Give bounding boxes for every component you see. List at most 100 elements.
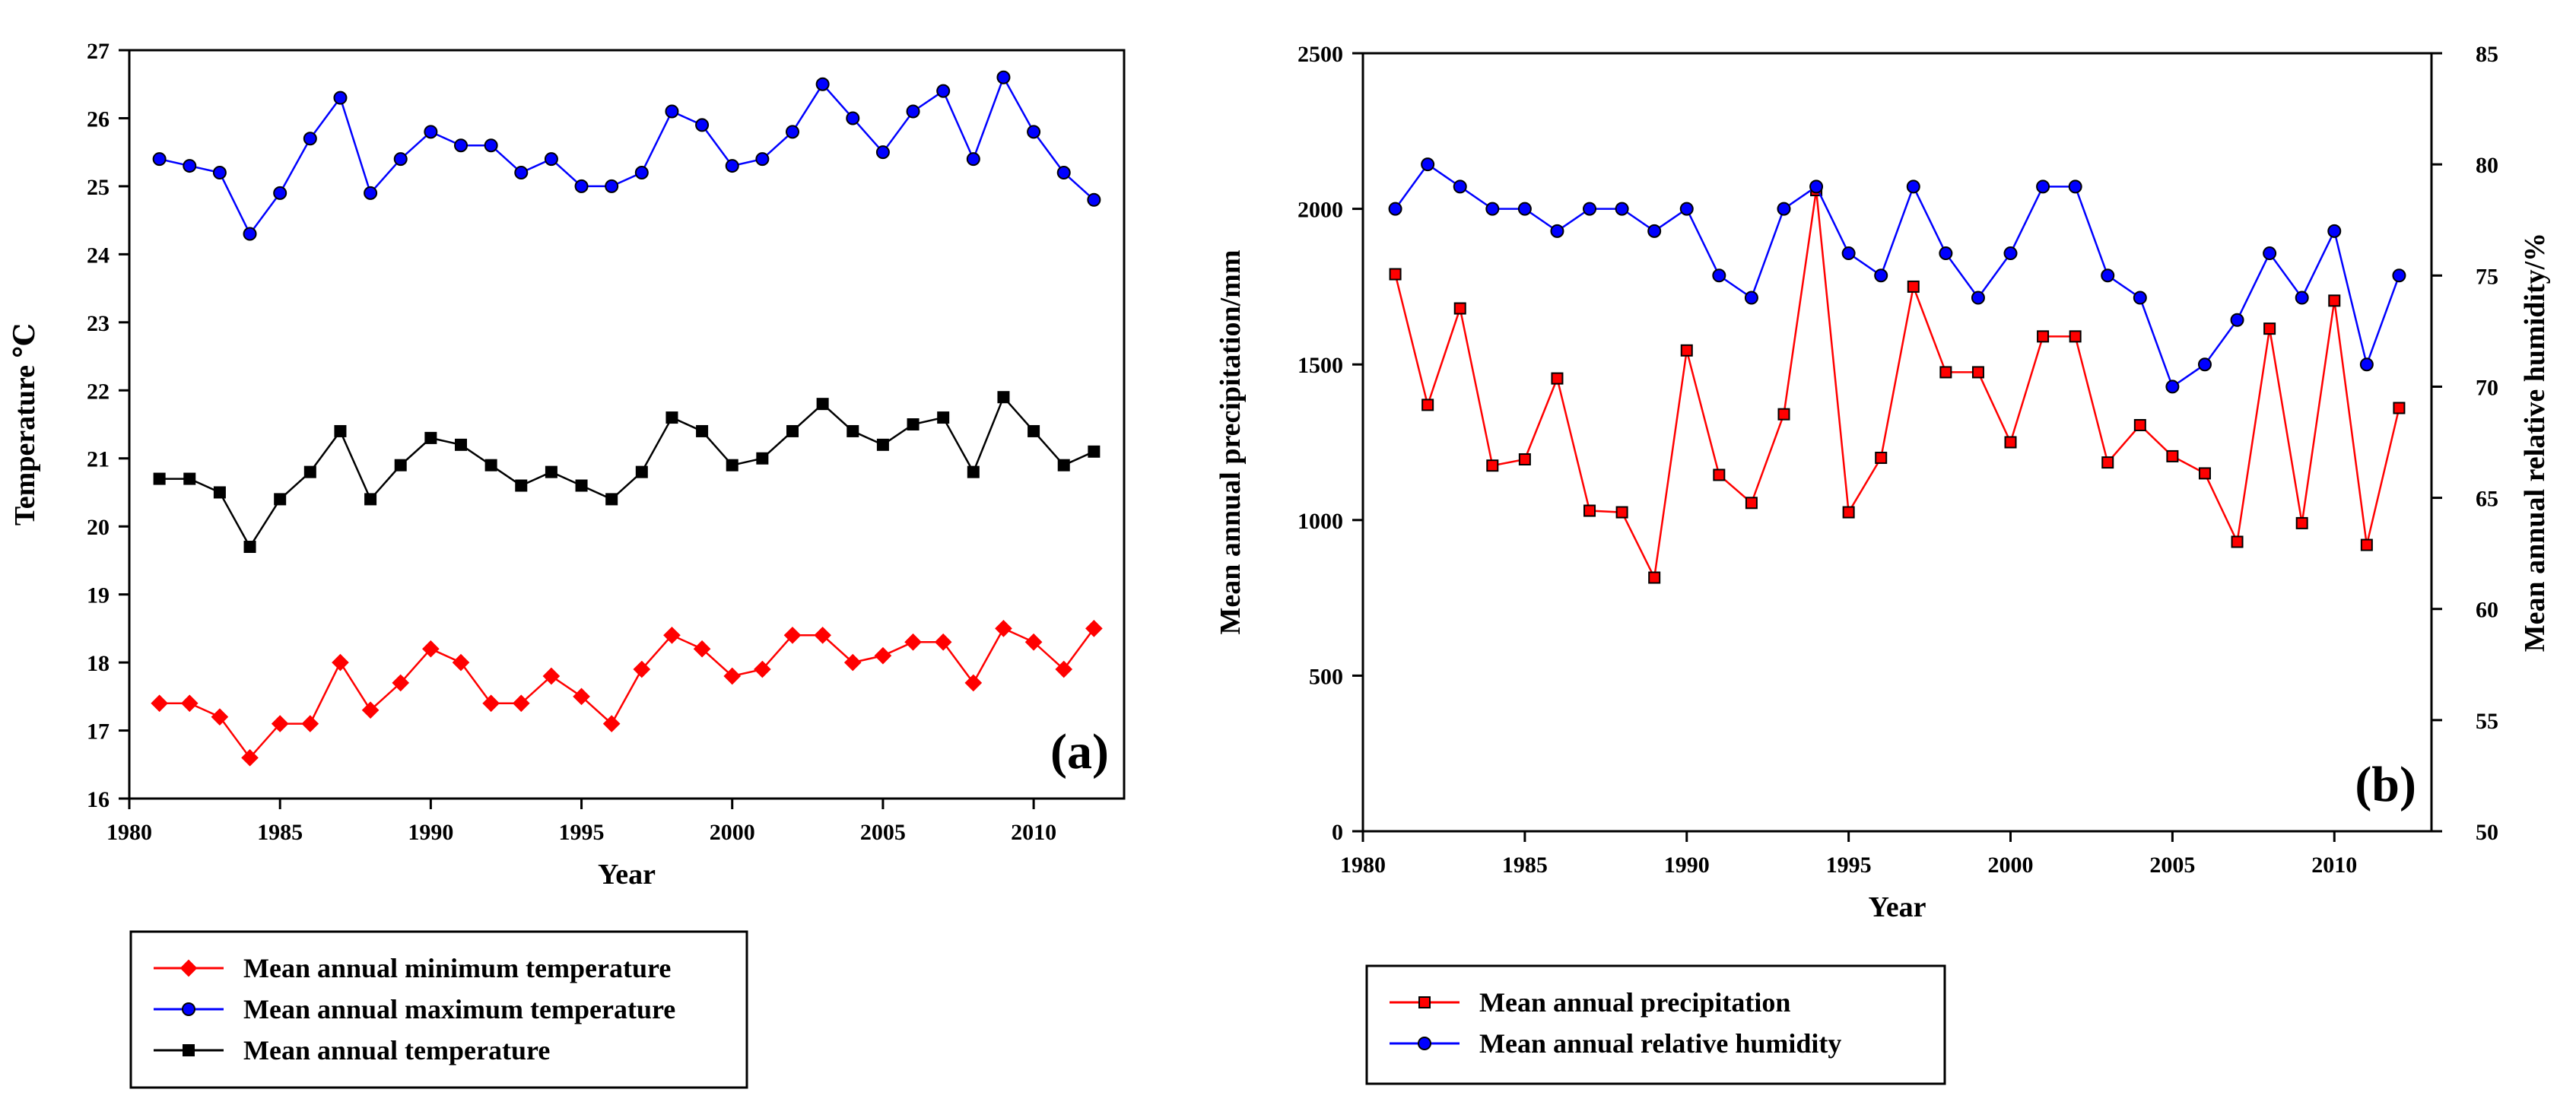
data-point-mean-annual-relative-humidity [1906,179,1920,194]
data-point-mean-annual-temperature [846,424,859,437]
data-point-mean-annual-precipitation [1842,506,1855,519]
data-point-mean-annual-relative-humidity [1550,224,1564,238]
data-point-mean-annual-maximum-temperature [725,159,739,173]
data-point-mean-annual-precipitation [1583,504,1596,517]
data-point-mean-annual-maximum-temperature [605,179,619,193]
data-point-mean-annual-minimum-temperature [1024,633,1043,651]
data-point-mean-annual-maximum-temperature [815,77,830,91]
data-point-mean-annual-precipitation [1648,571,1661,584]
y-tick-label: 23 [87,311,110,336]
x-axis-title: Year [1869,891,1926,923]
y-axis-title: Temperature ℃ [9,323,41,526]
data-point-mean-annual-maximum-temperature [152,152,167,167]
x-tick-label: 2000 [1988,853,2034,878]
y-tick-label: 20 [87,515,110,540]
data-point-mean-annual-temperature [303,465,316,478]
data-point-mean-annual-maximum-temperature [846,111,860,125]
data-point-mean-annual-temperature [635,465,648,478]
data-point-mean-annual-temperature [605,493,618,506]
data-point-mean-annual-maximum-temperature [243,227,257,241]
data-point-mean-annual-relative-humidity [2133,291,2147,305]
legend-marker-mean-annual-maximum-temperature [182,1002,195,1016]
y-tick-label: 16 [87,787,110,812]
data-point-mean-annual-precipitation [1939,366,1952,379]
x-tick-label: 2010 [1011,820,1056,845]
data-point-mean-annual-temperature [665,411,678,424]
y-tick-label: 2500 [1298,42,1343,67]
legend-label-mean-annual-precipitation: Mean annual precipitation [1479,987,1790,1018]
y-right-tick-label: 80 [2476,153,2498,178]
panel-b-precipitation-humidity-chart: 1980 1985 1990 1995 2000 2005 2010 0 500 1000 1500… [1215,42,2551,923]
data-point-mean-annual-minimum-temperature [151,694,168,713]
x-tick-label: 1990 [408,820,453,845]
data-point-mean-annual-relative-humidity [1647,224,1662,238]
series-line-mean-annual-temperature [159,395,1094,549]
data-point-mean-annual-temperature [1088,445,1101,458]
data-point-mean-annual-precipitation [2069,330,2082,343]
data-point-mean-annual-relative-humidity [1777,202,1791,216]
y-right-tick-label: 85 [2476,42,2498,67]
series-line-mean-annual-maximum-temperature [159,75,1095,236]
y-right-tick-label: 60 [2476,598,2498,623]
data-point-mean-annual-maximum-temperature [544,152,558,167]
data-point-mean-annual-minimum-temperature [422,640,440,658]
data-point-mean-annual-relative-humidity [1971,291,1985,305]
data-point-mean-annual-minimum-temperature [995,620,1012,637]
data-point-mean-annual-minimum-temperature [392,674,410,692]
legend-label-mean-annual-relative-humidity: Mean annual relative humidity [1479,1028,1841,1059]
data-point-mean-annual-maximum-temperature [634,166,649,180]
data-point-mean-annual-precipitation [2198,467,2211,480]
legend-marker-mean-annual-precipitation [1418,996,1431,1008]
x-tick-label: 1985 [257,820,303,845]
data-point-mean-annual-maximum-temperature [212,166,227,180]
plot-frame [128,49,1126,800]
data-point-mean-annual-precipitation [2037,330,2050,343]
data-point-mean-annual-precipitation [2393,402,2406,414]
data-point-mean-annual-temperature [726,459,738,472]
data-point-mean-annual-minimum-temperature [663,626,681,644]
data-point-mean-annual-relative-humidity [1809,179,1824,194]
y-tick-label: 17 [87,719,110,745]
data-point-mean-annual-relative-humidity [1679,202,1694,216]
data-point-mean-annual-relative-humidity [2068,179,2082,194]
data-point-mean-annual-temperature [1057,459,1070,472]
series-line-mean-annual-precipitation [1394,189,2400,581]
data-point-mean-annual-minimum-temperature [723,667,742,685]
legend-box [1365,964,1946,1085]
data-point-mean-annual-precipitation [1713,468,1726,481]
data-point-mean-annual-relative-humidity [1841,246,1856,261]
x-tick-label: 1980 [106,820,152,845]
data-point-mean-annual-relative-humidity [1453,179,1467,194]
data-point-mean-annual-relative-humidity [2036,179,2050,194]
data-point-mean-annual-maximum-temperature [303,132,317,146]
data-point-mean-annual-relative-humidity [2165,380,2180,394]
data-point-mean-annual-maximum-temperature [786,125,799,139]
data-point-mean-annual-temperature [274,493,287,506]
data-point-mean-annual-precipitation [1486,459,1499,472]
data-point-mean-annual-maximum-temperature [695,118,710,132]
data-point-mean-annual-temperature [424,431,437,444]
data-point-mean-annual-maximum-temperature [273,186,287,200]
y-tick-label: 27 [87,39,110,64]
data-point-mean-annual-precipitation [1680,344,1693,357]
data-point-mean-annual-minimum-temperature [301,715,319,732]
data-point-mean-annual-minimum-temperature [934,633,952,651]
y-tick-label: 0 [1332,820,1343,845]
data-point-mean-annual-precipitation [2295,516,2308,529]
data-point-mean-annual-minimum-temperature [904,633,922,651]
data-point-mean-annual-minimum-temperature [512,694,530,713]
data-point-mean-annual-maximum-temperature [936,84,951,98]
y-tick-label: 25 [87,175,110,200]
data-point-mean-annual-relative-humidity [2359,357,2374,372]
data-point-mean-annual-temperature [1028,424,1040,437]
data-point-mean-annual-maximum-temperature [333,91,348,105]
data-point-mean-annual-relative-humidity [1939,246,1953,261]
y-tick-label: 1500 [1298,353,1343,378]
data-point-mean-annual-maximum-temperature [454,138,468,153]
y-right-tick-label: 50 [2476,820,2498,845]
data-point-mean-annual-precipitation [2133,418,2146,431]
x-tick-label: 2000 [710,820,755,845]
panel-label: (a) [1050,724,1109,780]
legend-marker-mean-annual-temperature [183,1044,195,1056]
